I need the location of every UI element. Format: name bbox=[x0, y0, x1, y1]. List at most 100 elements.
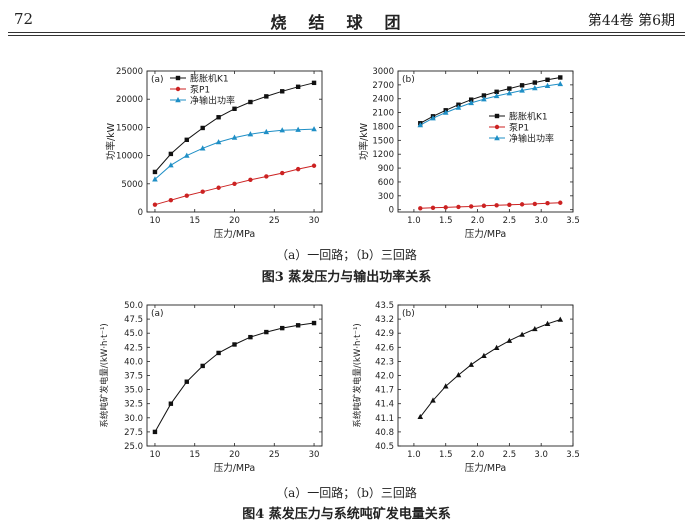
fig3b-xtick-label: 2.0 bbox=[471, 216, 485, 226]
fig3a-data-point bbox=[264, 94, 269, 99]
fig3a-data-point bbox=[168, 151, 174, 157]
fig3b-xtick-label: 2.5 bbox=[503, 216, 517, 226]
fig3b-data-point bbox=[507, 86, 512, 91]
fig3a-data-point bbox=[248, 177, 253, 183]
fig4b-data-point bbox=[430, 397, 436, 403]
fig3b-data-point bbox=[494, 89, 499, 95]
fig3a-data-point bbox=[280, 89, 285, 94]
page-number: 72 bbox=[14, 10, 34, 28]
fig4b-data-point bbox=[544, 320, 551, 326]
header-rule bbox=[8, 32, 685, 33]
fig4a-data-point bbox=[184, 379, 189, 384]
fig4b-ytick-label: 41.1 bbox=[375, 414, 394, 424]
fig4a-ytick-label: 27.5 bbox=[124, 428, 143, 438]
fig3a-xlabel: 压力/MPa bbox=[214, 228, 256, 240]
fig3a-data-point bbox=[199, 145, 206, 151]
fig3b-ytick-label: 900 bbox=[378, 164, 394, 174]
fig4b-ytick-label: 42.0 bbox=[375, 372, 394, 382]
fig4b-data-point bbox=[468, 361, 474, 367]
fig4a-data-point bbox=[168, 401, 174, 406]
fig3b-data-point bbox=[545, 77, 550, 82]
fig4a-ytick-label: 37.5 bbox=[124, 372, 143, 382]
fig3b-legend-label: 净输出功率 bbox=[509, 133, 554, 145]
fig3b-legend-label: 膨胀机K1 bbox=[509, 111, 548, 123]
figure3-caption: 图3 蒸发压力与输出功率关系 bbox=[261, 270, 432, 285]
fig3b-ytick-label: 1200 bbox=[372, 150, 394, 160]
fig4a-ylabel: 系统吨矿发电量/(kW·h·t⁻¹) bbox=[99, 323, 110, 427]
page-header: 72 烧结球团 第44卷 第6期 bbox=[0, 0, 693, 36]
fig3b-xtick-label: 3.5 bbox=[566, 216, 580, 226]
fig3b-data-point bbox=[417, 122, 424, 128]
fig4b-ytick-label: 41.7 bbox=[375, 386, 394, 396]
fig4a-data-point bbox=[152, 429, 158, 435]
fig3a-legend-marker bbox=[175, 97, 181, 103]
fig3a-xtick-label: 20 bbox=[229, 216, 240, 226]
fig4b-data-point bbox=[455, 372, 462, 378]
fig4a-data-point bbox=[311, 320, 317, 326]
fig3b-data-point bbox=[519, 202, 525, 207]
fig4a-data-point bbox=[232, 342, 237, 347]
fig3b-legend-marker bbox=[494, 113, 500, 119]
figure4-caption: 图4 蒸发压力与系统吨矿发电量关系 bbox=[242, 507, 451, 522]
fig3b-data-point bbox=[507, 202, 512, 208]
fig3a-data-point bbox=[152, 202, 158, 207]
fig3a-data-point bbox=[264, 174, 269, 179]
fig3b-data-point bbox=[455, 104, 462, 110]
fig3a-data-point bbox=[184, 193, 189, 198]
fig3b-data-point bbox=[506, 90, 513, 96]
fig4a-ytick-label: 25.0 bbox=[124, 442, 143, 452]
fig4a-ytick-label: 40.0 bbox=[124, 357, 143, 367]
fig3b-ytick-label: 2400 bbox=[372, 95, 394, 105]
fig4a-xtick-label: 30 bbox=[309, 450, 320, 460]
fig3b-data-point bbox=[481, 93, 487, 98]
fig4b-xtick-label: 1.5 bbox=[439, 450, 453, 460]
fig4b-series-line bbox=[419, 319, 561, 418]
fig3a-data-point bbox=[295, 84, 301, 89]
fig4b-ytick-label: 40.5 bbox=[375, 442, 394, 452]
fig4b-ytick-label: 40.8 bbox=[375, 428, 394, 438]
fig3b-legend-marker bbox=[494, 135, 500, 141]
fig3a-ytick-label: 15000 bbox=[116, 123, 143, 133]
fig3a-data-point bbox=[295, 166, 301, 172]
fig3a-legend-marker bbox=[175, 86, 181, 92]
fig4b-ytick-label: 43.2 bbox=[375, 315, 394, 325]
fig3a-xtick-label: 15 bbox=[189, 216, 200, 226]
fig3a-xtick-label: 10 bbox=[150, 216, 161, 226]
fig4b-data-point bbox=[481, 352, 487, 358]
figure3-subcaption: （a）一回路；（b）三回路 bbox=[276, 248, 417, 262]
fig3b-ytick-label: 1800 bbox=[372, 122, 394, 132]
fig3b-data-point bbox=[532, 201, 538, 207]
fig3b-ylabel: 功率/kW bbox=[358, 122, 370, 160]
fig3a-data-point bbox=[295, 126, 301, 132]
fig3a-data-point bbox=[247, 131, 254, 137]
fig4a-xtick-label: 10 bbox=[150, 450, 161, 460]
journal-title: 烧结球团 bbox=[270, 13, 423, 32]
fig3a-data-point bbox=[280, 170, 285, 176]
fig3b-data-point bbox=[532, 80, 538, 85]
fig3b-xtick-label: 3.0 bbox=[534, 216, 548, 226]
fig3a-data-point bbox=[232, 181, 237, 186]
fig3b-ytick-label: 2100 bbox=[372, 109, 394, 119]
fig4a-xlabel: 压力/MPa bbox=[214, 462, 256, 474]
fig3a-ytick-label: 0 bbox=[138, 208, 143, 218]
fig4b-data-point bbox=[493, 344, 500, 350]
fig4b-ytick-label: 42.6 bbox=[375, 343, 394, 353]
fig3b-data-point bbox=[545, 201, 550, 206]
fig3b-ytick-label: 600 bbox=[378, 178, 394, 188]
fig4b-frame bbox=[397, 304, 574, 447]
fig3a-data-point bbox=[184, 137, 189, 143]
fig3b-data-point bbox=[468, 97, 474, 102]
fig3b-ytick-label: 2700 bbox=[372, 81, 394, 91]
fig3a-data-point bbox=[152, 176, 158, 182]
fig3a-ytick-label: 5000 bbox=[121, 180, 143, 190]
fig3a-data-point bbox=[263, 128, 270, 135]
fig3a-ytick-label: 25000 bbox=[116, 67, 143, 77]
fig3a-ylabel: 功率/kW bbox=[105, 122, 117, 160]
fig3b-data-point bbox=[519, 83, 525, 88]
fig4a-ytick-label: 45.0 bbox=[124, 329, 143, 339]
fig3a-panel-label: (a) bbox=[151, 75, 164, 85]
fig3a-data-point bbox=[216, 185, 221, 190]
fig3b-data-point bbox=[493, 92, 500, 99]
fig3a-data-point bbox=[216, 115, 221, 120]
fig3b-data-point bbox=[430, 205, 436, 211]
